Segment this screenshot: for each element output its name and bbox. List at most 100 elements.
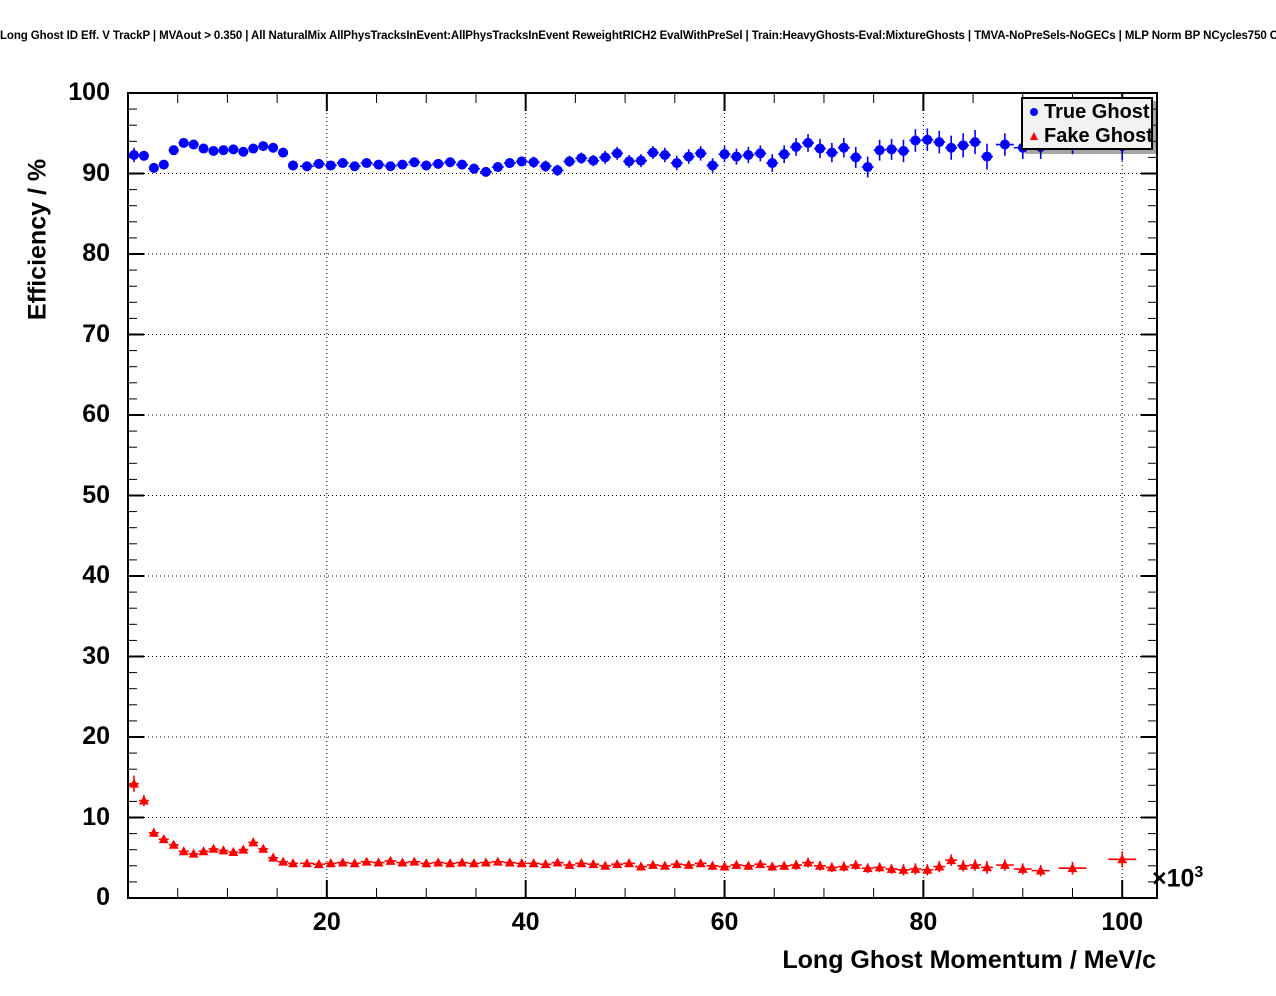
data-point-triangle <box>779 860 790 870</box>
data-point-triangle <box>302 858 312 868</box>
data-point-circle <box>731 151 742 162</box>
plot-title: Long Ghost ID Eff. V TrackP | MVAout > 0… <box>0 30 1276 42</box>
data-point-circle <box>138 150 149 161</box>
data-point-circle <box>600 152 611 163</box>
data-point-triangle <box>129 778 139 788</box>
y-tick-label: 90 <box>82 158 110 187</box>
data-point-triangle <box>826 862 837 872</box>
data-point-triangle <box>248 837 259 847</box>
data-point-triangle <box>636 861 646 871</box>
data-point-circle <box>588 155 599 166</box>
data-point-circle <box>198 143 209 154</box>
data-point-triangle <box>922 864 933 874</box>
y-tick-label: 100 <box>68 78 110 106</box>
data-point-circle <box>492 162 503 173</box>
data-point-circle <box>397 159 408 170</box>
data-point-circle <box>803 137 814 148</box>
x-tick-label: 40 <box>511 908 540 936</box>
data-point-triangle <box>910 863 921 873</box>
data-point-triangle <box>624 858 635 868</box>
data-point-circle <box>337 158 348 169</box>
data-point-circle <box>958 140 969 151</box>
data-point-circle <box>433 158 444 169</box>
plot-frame <box>127 92 1158 899</box>
data-point-circle <box>480 166 491 177</box>
data-point-triangle <box>268 852 279 862</box>
y-tick-label: 70 <box>82 319 110 348</box>
data-point-circle <box>826 147 837 158</box>
data-point-triangle <box>946 854 957 865</box>
data-point-triangle <box>445 858 456 868</box>
data-point-circle <box>970 137 981 148</box>
triangle-marker-icon <box>1030 132 1038 140</box>
legend[interactable]: True Ghost Fake Ghost <box>1021 97 1153 150</box>
data-point-triangle <box>516 858 527 868</box>
data-point-triangle <box>707 860 718 870</box>
x-tick-label: 100 <box>1101 908 1144 936</box>
x-tick-label: 20 <box>312 908 341 936</box>
data-point-triangle <box>970 859 981 869</box>
data-point-triangle <box>258 843 269 853</box>
data-series-fake-ghost <box>128 775 1137 877</box>
data-point-triangle <box>815 860 825 870</box>
data-point-circle <box>385 161 396 172</box>
x-tick-label: 80 <box>909 908 938 936</box>
data-point-triangle <box>898 864 909 874</box>
circle-marker-icon <box>1030 108 1038 116</box>
x-axis-title: Long Ghost Momentum / MeV/c <box>782 946 1156 974</box>
data-point-circle <box>695 148 706 159</box>
y-tick-label: 20 <box>82 722 110 750</box>
data-point-triangle <box>492 856 503 866</box>
data-point-circle <box>636 155 647 166</box>
data-point-triangle <box>1067 863 1078 873</box>
data-point-circle <box>188 139 199 150</box>
data-point-triangle <box>886 863 897 873</box>
data-point-circle <box>576 153 587 164</box>
x-axis-exponent-power: 3 <box>1194 864 1204 881</box>
data-point-circle <box>373 159 384 170</box>
data-point-triangle <box>373 857 384 867</box>
data-point-circle <box>683 151 694 162</box>
data-point-triangle <box>612 858 623 869</box>
data-point-circle <box>301 161 312 172</box>
data-point-circle <box>743 149 754 160</box>
data-point-triangle <box>313 858 324 869</box>
data-point-triangle <box>198 846 209 856</box>
data-point-triangle <box>278 856 289 866</box>
data-point-triangle <box>540 858 551 869</box>
data-point-circle <box>838 142 849 153</box>
legend-entry-true-ghost[interactable]: True Ghost <box>1027 100 1150 124</box>
data-point-triangle <box>647 859 658 869</box>
x-axis-exponent: ×103 <box>1152 864 1203 893</box>
data-point-triangle <box>731 859 742 869</box>
data-point-circle <box>218 145 229 156</box>
data-point-triangle <box>600 860 611 870</box>
data-point-circle <box>516 156 527 167</box>
data-point-circle <box>504 158 515 169</box>
data-point-circle <box>158 159 169 170</box>
data-point-triangle <box>874 862 885 872</box>
data-point-circle <box>779 149 790 160</box>
data-point-triangle <box>433 857 444 867</box>
data-point-triangle <box>552 857 563 867</box>
y-tick-label: 80 <box>82 239 110 267</box>
y-tick-label: 10 <box>82 802 110 831</box>
data-point-circle <box>361 158 372 169</box>
data-point-triangle <box>361 856 372 866</box>
data-point-triangle <box>671 858 682 869</box>
legend-entry-fake-ghost[interactable]: Fake Ghost <box>1027 124 1153 148</box>
data-point-triangle <box>588 858 599 869</box>
data-point-circle <box>999 139 1010 150</box>
data-point-triangle <box>719 861 730 871</box>
data-point-triangle <box>850 859 861 869</box>
data-point-triangle <box>421 858 432 868</box>
data-point-triangle <box>528 858 539 868</box>
data-point-circle <box>612 148 623 159</box>
data-point-circle <box>767 158 778 169</box>
data-point-circle <box>325 160 336 171</box>
data-point-circle <box>148 162 159 173</box>
data-point-circle <box>946 142 957 153</box>
data-point-circle <box>755 148 766 159</box>
data-point-triangle <box>838 861 849 871</box>
